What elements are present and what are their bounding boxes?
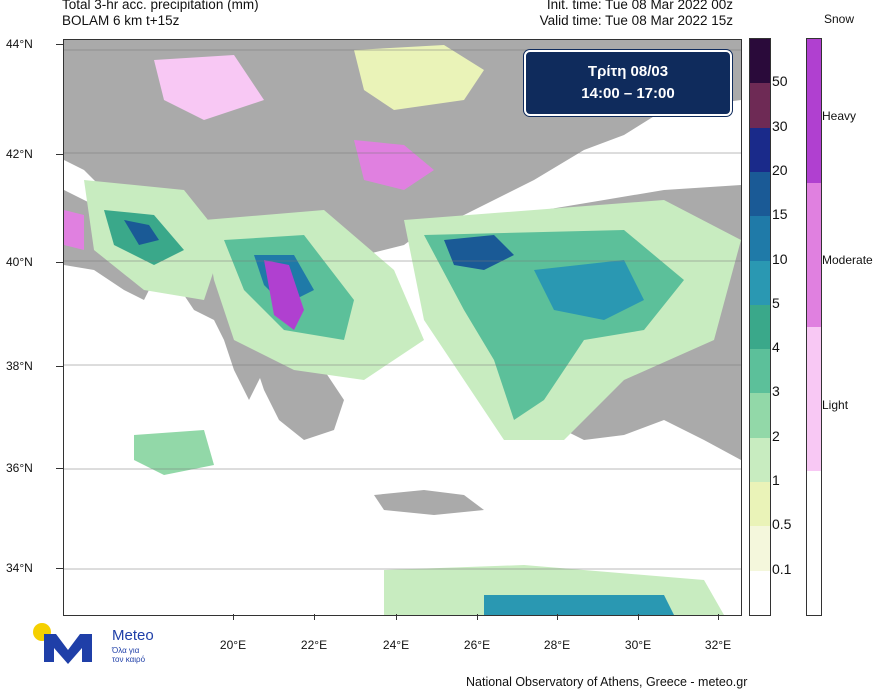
precip-color-segment [750,393,770,438]
lat-tick [56,366,63,367]
snow-label-light: Light [822,398,849,412]
precip-turkey-band [534,260,644,320]
precip-light-north [354,45,484,110]
init-time: Init. time: Tue 08 Mar 2022 00z [546,0,733,12]
precip-heavy-west [124,220,159,245]
logo-tagline: Όλα για τον καιρό [112,646,146,664]
precip-scale-label: 0.1 [772,560,792,577]
lon-label: 22°E [300,638,328,652]
snow-light-north [154,55,264,120]
precip-color-segment [750,482,770,527]
precip-color-segment [750,39,770,84]
lat-tick [56,154,63,155]
lon-tick [638,614,639,620]
precip-color-segment [750,570,770,615]
lat-tick [56,468,63,469]
lon-label: 26°E [463,638,491,652]
lat-tick [56,568,63,569]
lon-tick [477,614,478,620]
precip-scale-label: 2 [772,427,780,444]
logo-name: Meteo [112,627,154,644]
valid-time: Valid time: Tue 08 Mar 2022 15z [539,13,733,28]
lat-tick [56,262,63,263]
snow-color-segment [807,183,821,327]
snow-color-segment [807,471,821,615]
lon-label: 24°E [382,638,410,652]
snow-moderate-north [354,140,434,190]
precip-color-segment [750,171,770,217]
lon-label: 28°E [543,638,571,652]
precip-color-segment [750,83,770,128]
precip-scale-label: 10 [772,250,788,267]
lon-tick [557,614,558,620]
lat-label: 38°N [6,359,33,373]
footer-credit: National Observatory of Athens, Greece -… [466,675,748,689]
meteo-logo [32,622,172,672]
precip-scale-label: 20 [772,161,788,178]
snow-label-heavy: Heavy [822,109,857,123]
meteo-logo-icon [33,623,92,664]
precip-color-segment [750,216,770,261]
lon-label: 30°E [624,638,652,652]
snow-color-segment [807,39,821,183]
title-line-1: Total 3-hr acc. precipitation (mm) [62,0,259,12]
snow-color-segment [807,327,821,471]
precipitation-colorbar [749,38,771,616]
precip-south-heavy [484,595,674,615]
snow-label-moderate: Moderate [822,253,873,267]
lat-label: 44°N [6,37,33,51]
time-info: Init. time: Tue 08 Mar 2022 00z Valid ti… [495,0,733,29]
precip-color-segment [750,437,770,483]
precip-color-segment [750,304,770,350]
lon-tick [233,614,234,620]
precip-scale-label: 3 [772,383,780,400]
lon-tick [314,614,315,620]
precip-scale-label: 5 [772,294,780,311]
crete-land [374,490,484,515]
lat-label: 40°N [6,255,33,269]
snow-light-alb [64,210,84,250]
precip-scale-label: 50 [772,73,788,90]
precip-scale-label: 1 [772,472,780,489]
badge-hours: 14:00 – 17:00 [581,85,675,102]
precip-color-segment [750,127,770,172]
lon-label: 32°E [704,638,732,652]
lat-label: 36°N [6,461,33,475]
lat-label: 34°N [6,561,33,575]
precip-color-segment [750,349,770,394]
title-line-2: BOLAM 6 km t+15z [62,13,180,28]
precip-sw-island [134,430,214,475]
badge-day: Τρίτη 08/03 [587,63,669,80]
precip-color-segment [750,526,770,571]
lon-label: 20°E [219,638,247,652]
map-graphic [64,40,741,615]
precip-scale-label: 0.5 [772,516,792,533]
time-window-badge: Τρίτη 08/03 14:00 – 17:00 [524,50,732,116]
precip-color-segment [750,260,770,305]
lat-tick [56,44,63,45]
lon-tick [396,614,397,620]
snow-colorbar [806,38,822,616]
lon-tick [718,614,719,620]
precip-scale-label: 15 [772,206,788,223]
snow-heavy-greece [264,260,304,330]
precip-scale-label: 4 [772,339,780,356]
lat-label: 42°N [6,147,33,161]
precip-scale-label: 30 [772,117,788,134]
snow-scale-title: Snow [824,12,855,26]
precipitation-map [63,39,742,616]
chart-title: Total 3-hr acc. precipitation (mm) BOLAM… [62,0,259,29]
